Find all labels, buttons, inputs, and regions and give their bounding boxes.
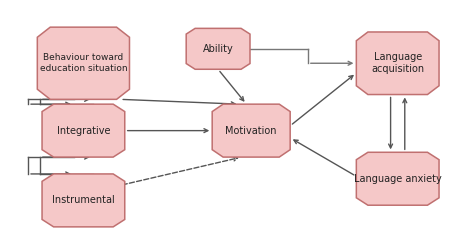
Text: Behaviour toward
education situation: Behaviour toward education situation	[40, 53, 127, 73]
Polygon shape	[37, 27, 129, 99]
Polygon shape	[356, 152, 439, 205]
Text: Motivation: Motivation	[226, 126, 277, 136]
Text: Ability: Ability	[203, 44, 234, 54]
Polygon shape	[186, 28, 250, 69]
Polygon shape	[42, 104, 125, 157]
Polygon shape	[212, 104, 290, 157]
Text: Language anxiety: Language anxiety	[354, 174, 442, 184]
Text: Instrumental: Instrumental	[52, 195, 115, 205]
Text: Language
acquisition: Language acquisition	[371, 52, 424, 75]
Text: Integrative: Integrative	[57, 126, 110, 136]
Polygon shape	[356, 32, 439, 95]
Polygon shape	[42, 174, 125, 227]
